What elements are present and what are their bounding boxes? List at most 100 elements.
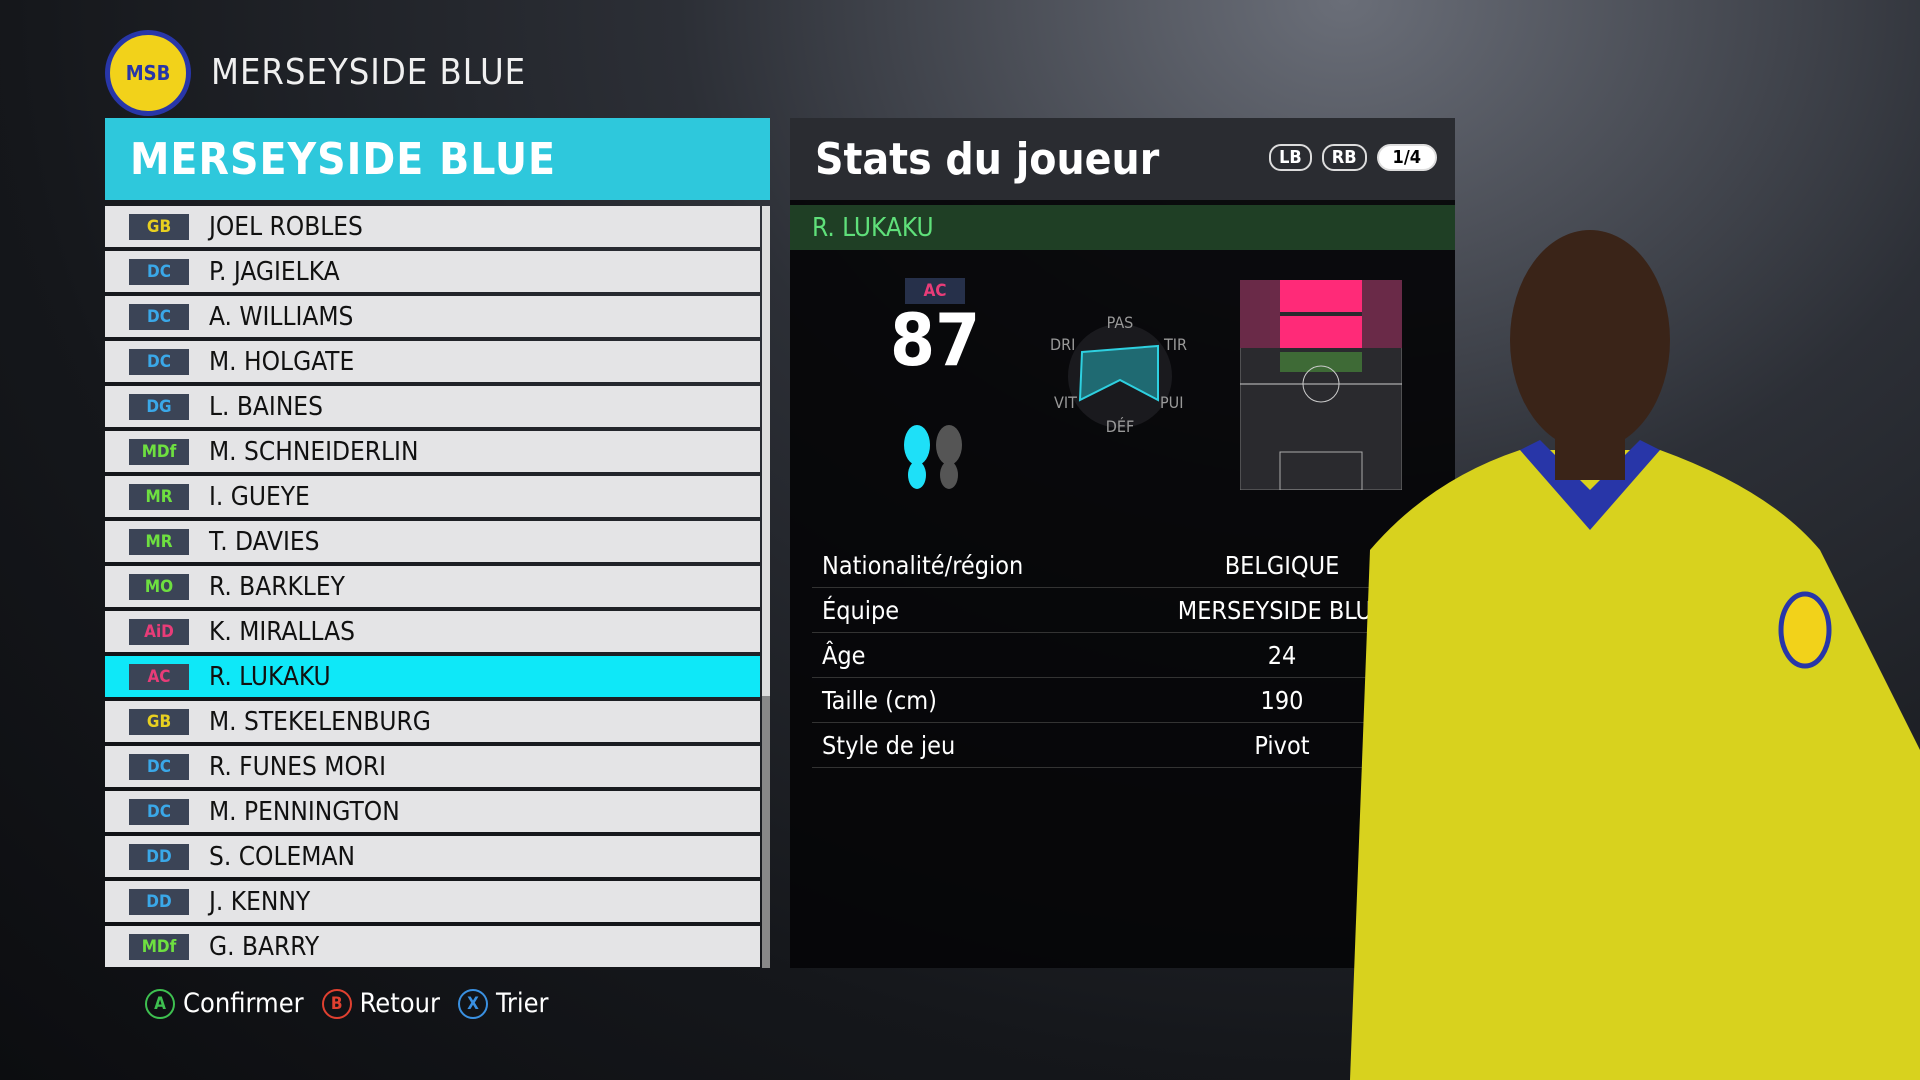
radar-chart: PAS TIR DRI VIT PUI DÉF — [1050, 313, 1187, 436]
position-badge: MDf — [129, 438, 189, 465]
player-row[interactable]: MDf M. SCHNEIDERLIN — [105, 431, 760, 472]
player-row[interactable]: GB JOEL ROBLES — [105, 206, 760, 247]
info-row: Taille (cm) 190 — [812, 678, 1432, 723]
hint-label: Retour — [359, 988, 441, 1019]
scrollbar-thumb[interactable] — [762, 206, 770, 696]
player-row[interactable]: MR I. GUEYE — [105, 476, 760, 517]
info-value: Pivot — [1254, 730, 1310, 760]
position-badge: MR — [129, 483, 189, 510]
player-row[interactable]: DG L. BAINES — [105, 386, 760, 427]
player-row[interactable]: DC P. JAGIELKA — [105, 251, 760, 292]
position-map — [1240, 280, 1402, 490]
info-label: Style de jeu — [822, 730, 956, 760]
position-badge: DD — [129, 888, 189, 915]
position-badge: DC — [129, 753, 189, 780]
radar-label-tir: TIR — [1163, 335, 1187, 354]
position-badge: AC — [129, 663, 189, 690]
team-crest-logo: MSB — [105, 29, 191, 116]
hint-label: Trier — [496, 988, 549, 1019]
radar-label-def: DÉF — [1106, 417, 1134, 436]
player-name: M. SCHNEIDERLIN — [209, 436, 419, 467]
button-a-icon: A — [145, 988, 175, 1019]
player-name: K. MIRALLAS — [209, 616, 355, 647]
page-indicator: 1/4 — [1376, 144, 1437, 171]
player-stats-panel: Stats du joueur LB RB 1/4 R. LUKAKU AC 8… — [790, 118, 1455, 968]
player-row[interactable]: AiD K. MIRALLAS — [105, 611, 760, 652]
info-row: Équipe MERSEYSIDE BLUE — [812, 588, 1432, 633]
player-list: GB JOEL ROBLES DC P. JAGIELKA DC A. WILLIAMS D… — [105, 206, 760, 971]
player-name: M. PENNINGTON — [209, 796, 400, 827]
player-info-table: Nationalité/région BELGIQUE Équipe MERSEYSI… — [812, 543, 1432, 768]
position-badge: AC — [905, 278, 965, 304]
radar-label-dri: DRI — [1050, 335, 1075, 354]
rb-button[interactable]: RB — [1321, 144, 1367, 171]
info-value: 190 — [1260, 685, 1304, 715]
position-badge: DD — [129, 843, 189, 870]
radar-label-pas: PAS — [1107, 313, 1134, 332]
scrollbar[interactable] — [762, 206, 770, 968]
position-badge: GB — [129, 708, 189, 735]
info-row: Nationalité/région BELGIQUE — [812, 543, 1432, 588]
player-row[interactable]: DD J. KENNY — [105, 881, 760, 922]
position-badge: DC — [129, 798, 189, 825]
overall-rating: 87 — [890, 298, 981, 382]
lb-button[interactable]: LB — [1269, 144, 1312, 171]
info-value: 24 — [1267, 640, 1297, 670]
button-x-icon: X — [458, 988, 489, 1019]
player-row[interactable]: DC A. WILLIAMS — [105, 296, 760, 337]
player-name: G. BARRY — [209, 931, 320, 962]
player-name: R. BARKLEY — [209, 571, 345, 602]
team-header: MSB MERSEYSIDE BLUE — [105, 29, 527, 116]
foot-icon — [904, 425, 962, 489]
player-name: R. LUKAKU — [209, 661, 331, 692]
position-badge: GB — [129, 213, 189, 240]
info-label: Nationalité/région — [822, 550, 1024, 580]
hint-confirmer[interactable]: A Confirmer — [145, 988, 304, 1019]
position-badge: MR — [129, 528, 189, 555]
info-row: Style de jeu Pivot — [812, 723, 1432, 768]
info-row: Âge 24 — [812, 633, 1432, 678]
player-name: R. LUKAKU — [790, 205, 1455, 250]
position-badge: MDf — [129, 933, 189, 960]
button-hints: A Confirmer B Retour X Trier — [145, 988, 549, 1019]
team-title: MERSEYSIDE BLUE — [211, 52, 527, 93]
list-title: MERSEYSIDE BLUE — [105, 118, 770, 200]
info-label: Âge — [822, 640, 866, 670]
position-badge: AiD — [129, 618, 189, 645]
radar-label-pui: PUI — [1160, 393, 1183, 412]
player-name: L. BAINES — [209, 391, 323, 422]
button-b-icon: B — [321, 988, 352, 1019]
player-list-panel: MERSEYSIDE BLUE GB JOEL ROBLES DC P. JAGIEL… — [105, 118, 770, 968]
hint-trier[interactable]: X Trier — [458, 988, 549, 1019]
player-row[interactable]: DC R. FUNES MORI — [105, 746, 760, 787]
player-name: T. DAVIES — [209, 526, 320, 557]
player-row[interactable]: MO R. BARKLEY — [105, 566, 760, 607]
info-value: BELGIQUE — [1224, 550, 1340, 580]
position-badge: MO — [129, 573, 189, 600]
stats-title: Stats du joueur — [815, 133, 1160, 185]
info-value: MERSEYSIDE BLUE — [1177, 595, 1387, 625]
player-name: J. KENNY — [209, 886, 311, 917]
position-badge: DG — [129, 393, 189, 420]
player-name: M. HOLGATE — [209, 346, 355, 377]
position-badge: DC — [129, 348, 189, 375]
player-row[interactable]: DC M. HOLGATE — [105, 341, 760, 382]
info-label: Équipe — [822, 595, 900, 625]
player-row[interactable]: AC R. LUKAKU — [105, 656, 760, 697]
info-label: Taille (cm) — [822, 685, 937, 715]
position-badge: DC — [129, 303, 189, 330]
player-name: JOEL ROBLES — [209, 211, 363, 242]
player-row[interactable]: MR T. DAVIES — [105, 521, 760, 562]
radar-shape — [1078, 344, 1159, 402]
hint-retour[interactable]: B Retour — [321, 988, 441, 1019]
player-name: M. STEKELENBURG — [209, 706, 431, 737]
player-name: A. WILLIAMS — [209, 301, 354, 332]
hint-label: Confirmer — [183, 988, 304, 1019]
player-row[interactable]: DC M. PENNINGTON — [105, 791, 760, 832]
player-name: P. JAGIELKA — [209, 256, 340, 287]
player-row[interactable]: GB M. STEKELENBURG — [105, 701, 760, 742]
player-row[interactable]: DD S. COLEMAN — [105, 836, 760, 877]
player-row[interactable]: MDf G. BARRY — [105, 926, 760, 967]
player-name: I. GUEYE — [209, 481, 310, 512]
radar-label-vit: VIT — [1054, 393, 1077, 412]
